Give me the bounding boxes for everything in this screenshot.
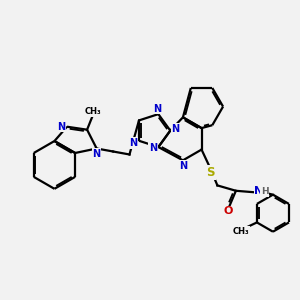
Text: S: S: [207, 166, 215, 179]
Text: N: N: [130, 138, 138, 148]
Text: N: N: [254, 186, 263, 197]
Text: N: N: [149, 143, 157, 153]
Text: CH₃: CH₃: [84, 107, 101, 116]
Text: N: N: [93, 148, 101, 159]
Text: N: N: [172, 124, 180, 134]
Text: N: N: [57, 122, 65, 132]
Text: N: N: [179, 161, 187, 171]
Text: O: O: [223, 206, 232, 216]
Text: H: H: [261, 187, 269, 196]
Text: N: N: [153, 104, 161, 114]
Text: CH₃: CH₃: [233, 227, 249, 236]
